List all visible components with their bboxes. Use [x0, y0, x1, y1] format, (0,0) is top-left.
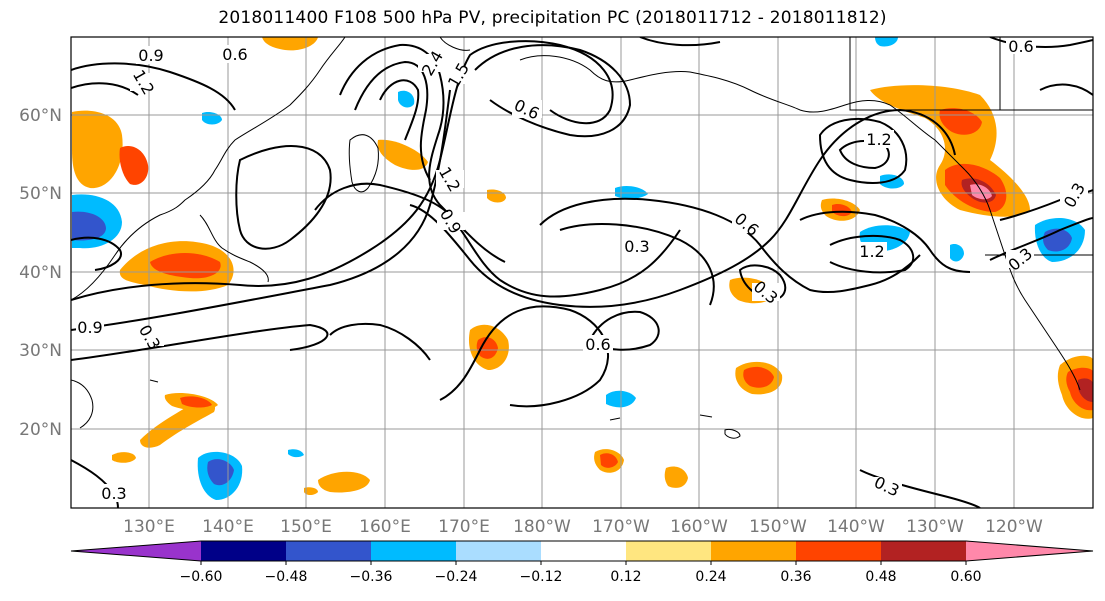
contour-label: 0.9 [77, 318, 102, 337]
colorbar-segment [626, 541, 711, 561]
contour-label: 0.6 [1008, 37, 1033, 56]
map-title: 2018011400 F108 500 hPa PV, precipitatio… [218, 8, 887, 28]
lon-label: 150°E [280, 517, 332, 537]
map-border [70, 36, 1094, 509]
colorbar-tick-label: 0.36 [780, 569, 811, 585]
lon-label: 130°W [906, 517, 964, 537]
colorbar-tick-label: −0.24 [435, 569, 478, 585]
colorbar-tick-label: −0.36 [350, 569, 393, 585]
lat-label: 30°N [19, 341, 62, 361]
longitude-labels: 130°E 140°E 150°E 160°E 170°E 180°W 170°… [123, 517, 1043, 537]
colorbar-ticks: −0.60 −0.48 −0.36 −0.24 −0.12 0.12 0.24 0.36 0.4… [180, 561, 982, 585]
colorbar-tick-label: −0.12 [520, 569, 563, 585]
contour-label: 0.6 [585, 335, 610, 354]
colorbar-tick-label: −0.48 [265, 569, 308, 585]
colorbar-segment [286, 541, 371, 561]
colorbar-tick-label: 0.48 [865, 569, 896, 585]
colorbar-tick-label: 0.24 [695, 569, 726, 585]
lon-label: 170°E [438, 517, 490, 537]
lon-label: 170°W [592, 517, 650, 537]
contour-label: 0.9 [138, 46, 163, 65]
precip-shading [72, 37, 1093, 500]
lat-label: 20°N [19, 420, 62, 440]
lon-label: 140°E [202, 517, 254, 537]
colorbar-tick-label: 0.60 [950, 569, 981, 585]
lon-label: 160°W [670, 517, 728, 537]
lon-label: 160°E [359, 517, 411, 537]
colorbar-segment [456, 541, 541, 561]
lon-label: 130°E [123, 517, 175, 537]
colorbar-segment [541, 541, 626, 561]
lon-label: 140°W [827, 517, 885, 537]
contour-label: 1.2 [859, 242, 884, 261]
colorbar-extend-low [71, 541, 201, 561]
colorbar [70, 540, 1094, 562]
lon-label: 180°W [513, 517, 571, 537]
lat-label: 60°N [19, 106, 62, 126]
colorbar-segment [796, 541, 881, 561]
coastlines [71, 37, 1093, 439]
colorbar-segment [371, 541, 456, 561]
contour-label: 1.2 [866, 130, 891, 149]
colorbar-segment [201, 541, 286, 561]
lat-label: 40°N [19, 263, 62, 283]
colorbar-segment [711, 541, 796, 561]
contour-label: 0.6 [222, 45, 247, 64]
lon-label: 150°W [749, 517, 807, 537]
contour-label: 0.3 [101, 484, 126, 503]
contour-labels: 0.9 0.6 1.2 1.5 2.4 0.6 1.2 0.9 0.3 0.6 … [76, 37, 1089, 503]
latitude-labels: 60°N 50°N 40°N 30°N 20°N [19, 106, 62, 440]
lat-label: 50°N [19, 184, 62, 204]
colorbar-segment [881, 541, 966, 561]
colorbar-tick-label: 0.12 [610, 569, 641, 585]
contour-label: 0.3 [624, 237, 649, 256]
colorbar-tick-label: −0.60 [180, 569, 223, 585]
colorbar-extend-high [966, 541, 1093, 561]
lon-label: 120°W [985, 517, 1043, 537]
